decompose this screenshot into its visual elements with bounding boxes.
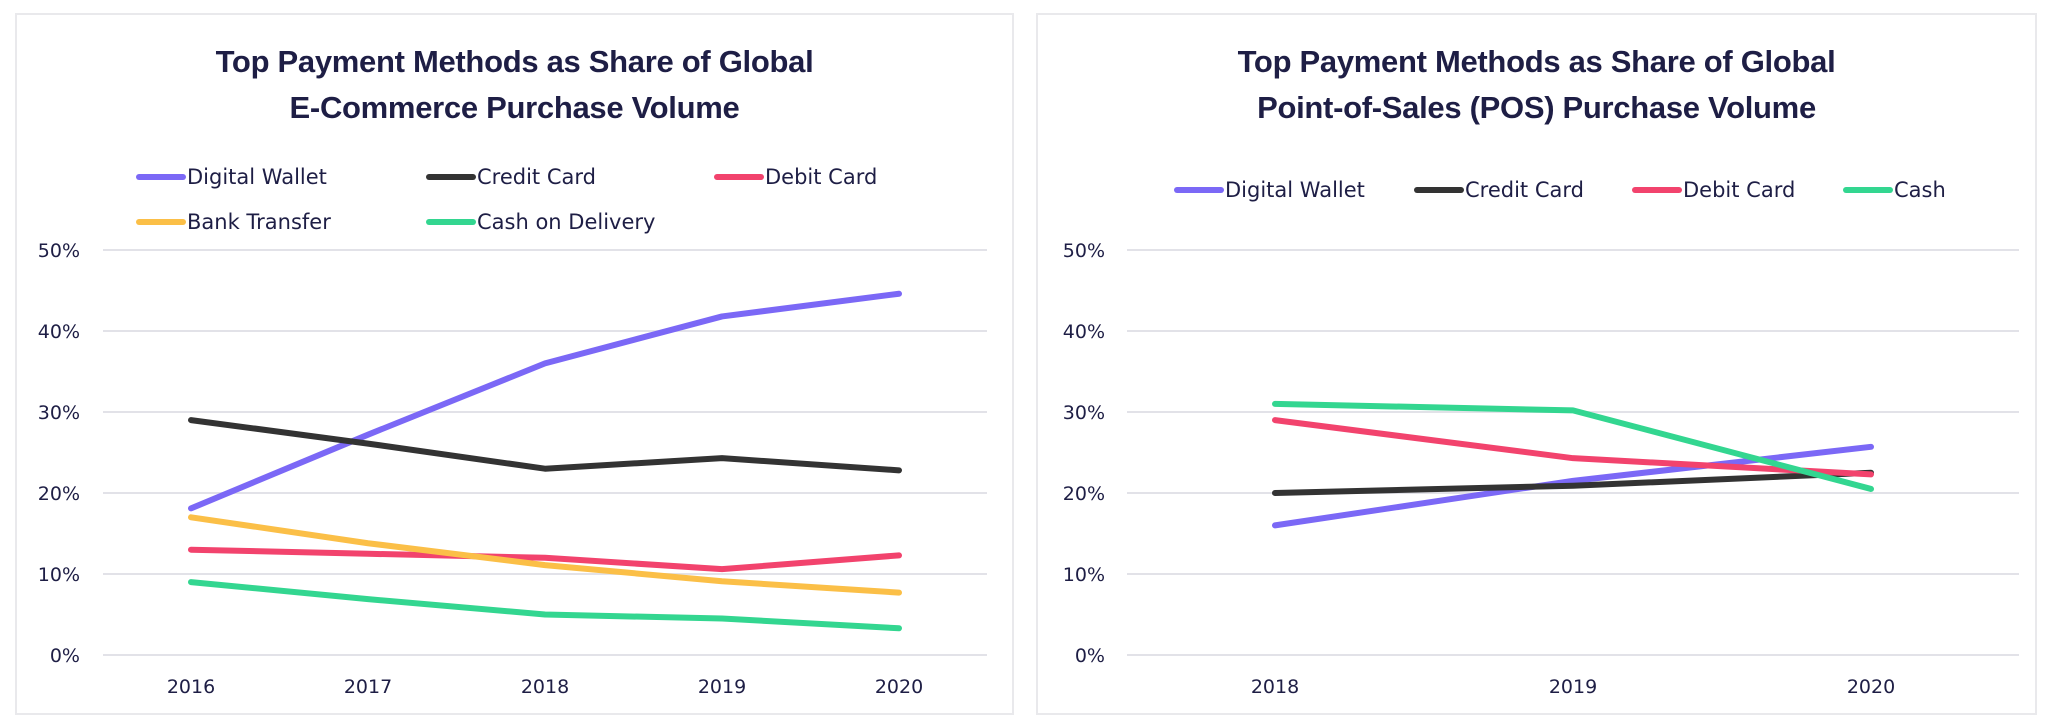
pos-chart-title-line-1: Top Payment Methods as Share of Global — [1237, 44, 1836, 79]
ecommerce-x-tick-label: 2016 — [167, 676, 215, 698]
ecommerce-line-chart: 0% 10% 20% 30% 40% 50% 2016 2017 2018 2019 2020 Dig… — [38, 165, 987, 698]
pos-legend-item-cash[interactable]: Cash — [1843, 178, 1946, 202]
ecommerce-x-tick-label: 2017 — [344, 676, 392, 698]
legend-label-credit-card: Credit Card — [477, 165, 596, 189]
ecommerce-series-line-bank-transfer — [188, 514, 902, 596]
ecommerce-y-tick-label: 50% — [38, 240, 80, 262]
pos-y-tick-label: 30% — [1063, 402, 1105, 424]
ecommerce-y-tick-label: 30% — [38, 402, 80, 424]
ecommerce-series-line-debit-card — [188, 546, 902, 573]
legend-label-debit-card: Debit Card — [1683, 178, 1795, 202]
legend-label-digital-wallet: Digital Wallet — [1225, 178, 1365, 202]
pos-y-tick-label: 10% — [1063, 564, 1105, 586]
ecommerce-series-line-credit-card — [188, 417, 902, 474]
pos-y-tick-label: 0% — [1075, 645, 1105, 667]
pos-legend-item-digital-wallet[interactable]: Digital Wallet — [1174, 178, 1365, 202]
pos-series-line-credit-card — [1272, 469, 1874, 496]
legend-label-bank-transfer: Bank Transfer — [187, 210, 331, 234]
pos-x-tick-label: 2019 — [1549, 676, 1597, 698]
pos-chart-title-line-2: Point-of-Sales (POS) Purchase Volume — [1257, 90, 1816, 125]
pos-series-line-digital-wallet — [1272, 443, 1874, 529]
ecommerce-legend-item-credit-card[interactable]: Credit Card — [426, 165, 596, 189]
pos-x-tick-label: 2018 — [1251, 676, 1299, 698]
pos-series-line-cash — [1272, 400, 1874, 492]
ecommerce-legend-item-debit-card[interactable]: Debit Card — [714, 165, 877, 189]
ecommerce-y-tick-label: 0% — [50, 645, 80, 667]
ecommerce-legend-item-cash-on-delivery[interactable]: Cash on Delivery — [426, 210, 655, 234]
pos-y-tick-label: 20% — [1063, 483, 1105, 505]
legend-label-credit-card: Credit Card — [1465, 178, 1584, 202]
ecommerce-legend-item-bank-transfer[interactable]: Bank Transfer — [136, 210, 331, 234]
ecommerce-y-tick-label: 40% — [38, 321, 80, 343]
ecommerce-series-line-cash-on-delivery — [188, 579, 902, 632]
ecommerce-x-tick-label: 2019 — [698, 676, 746, 698]
ecommerce-chart-panel: Top Payment Methods as Share of Global E… — [15, 13, 1014, 715]
ecommerce-x-tick-label: 2020 — [875, 676, 923, 698]
ecommerce-series-line-digital-wallet — [188, 290, 902, 512]
legend-label-digital-wallet: Digital Wallet — [187, 165, 327, 189]
pos-legend-item-credit-card[interactable]: Credit Card — [1414, 178, 1584, 202]
legend-label-debit-card: Debit Card — [765, 165, 877, 189]
pos-line-chart: 0% 10% 20% 30% 40% 50% 2018 2019 2020 Digital Wal… — [1063, 178, 2019, 698]
pos-chart-panel: Top Payment Methods as Share of Global P… — [1036, 13, 2037, 715]
ecommerce-y-tick-label: 10% — [38, 564, 80, 586]
pos-x-tick-label: 2020 — [1847, 676, 1895, 698]
pos-legend-item-debit-card[interactable]: Debit Card — [1632, 178, 1795, 202]
ecommerce-chart-title-line-1: Top Payment Methods as Share of Global — [215, 44, 814, 79]
pos-y-tick-label: 40% — [1063, 321, 1105, 343]
pos-series-line-debit-card — [1272, 417, 1874, 478]
ecommerce-y-tick-label: 20% — [38, 483, 80, 505]
legend-label-cash-on-delivery: Cash on Delivery — [477, 210, 655, 234]
ecommerce-x-tick-label: 2018 — [521, 676, 569, 698]
pos-y-tick-label: 50% — [1063, 240, 1105, 262]
legend-label-cash: Cash — [1894, 178, 1946, 202]
ecommerce-legend-item-digital-wallet[interactable]: Digital Wallet — [136, 165, 327, 189]
ecommerce-chart-title-line-2: E-Commerce Purchase Volume — [289, 90, 740, 125]
